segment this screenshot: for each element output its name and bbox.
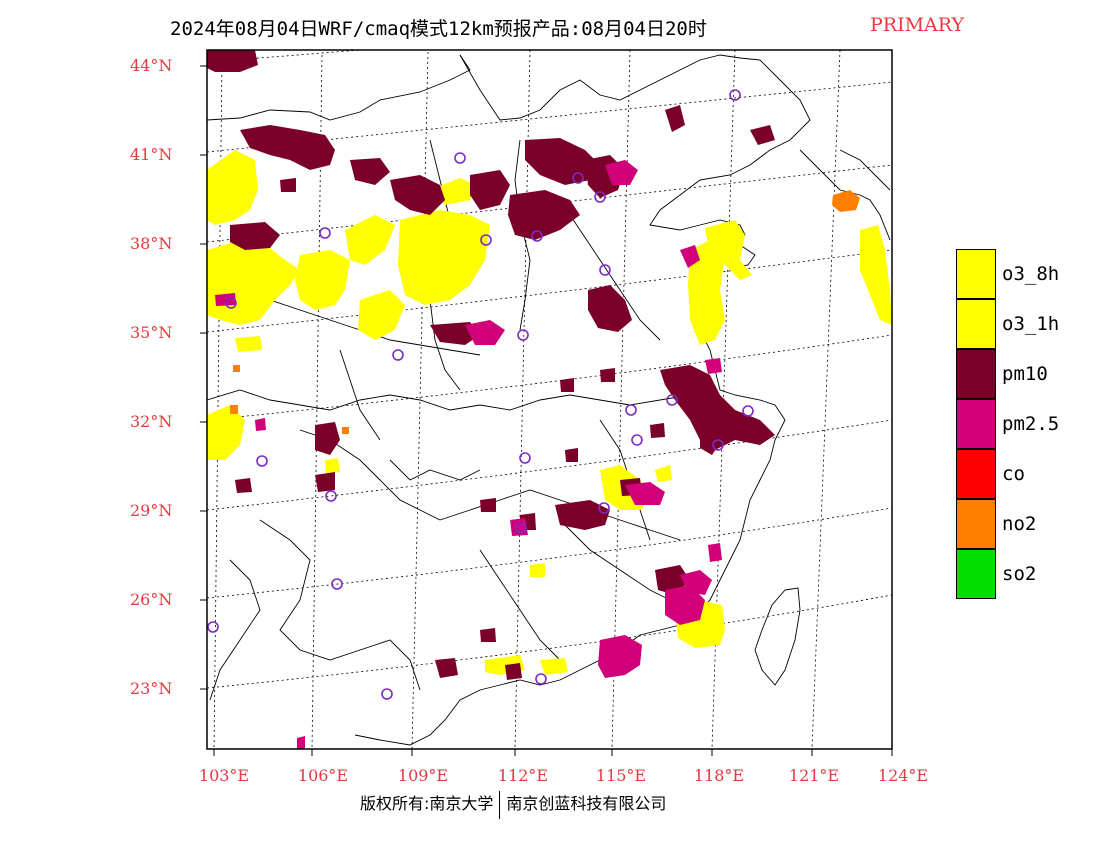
station-marker	[535, 673, 547, 685]
lat-label-35: 35°N	[130, 323, 173, 342]
station-marker	[712, 439, 724, 451]
station-marker	[325, 490, 337, 502]
lon-label-103: 103°E	[198, 766, 250, 785]
lat-label-32: 32°N	[130, 412, 173, 431]
station-marker	[331, 578, 343, 590]
legend-swatch	[956, 499, 996, 549]
station-marker	[480, 234, 492, 246]
station-marker	[666, 394, 678, 406]
lon-label-112: 112°E	[497, 766, 549, 785]
legend-label: o3_8h	[1002, 263, 1060, 285]
lon-label-124: 124°E	[877, 766, 929, 785]
legend-label: co	[1002, 463, 1025, 485]
legend-label: pm10	[1002, 363, 1048, 385]
lon-label-118: 118°E	[693, 766, 745, 785]
station-marker	[256, 455, 268, 467]
lat-label-29: 29°N	[130, 501, 173, 520]
legend-label: pm2.5	[1002, 413, 1060, 435]
station-marker	[599, 264, 611, 276]
legend-label: no2	[1002, 513, 1037, 535]
station-marker	[319, 227, 331, 239]
lat-label-23: 23°N	[130, 679, 173, 698]
station-marker	[572, 172, 584, 184]
station-marker	[594, 191, 606, 203]
legend-swatch	[956, 349, 996, 399]
station-marker	[392, 349, 404, 361]
lon-label-109: 109°E	[397, 766, 449, 785]
station-marker	[531, 230, 543, 242]
station-marker	[515, 522, 527, 534]
legend-swatch	[956, 449, 996, 499]
map-frame	[206, 49, 893, 750]
lon-label-106: 106°E	[297, 766, 349, 785]
lat-label-41: 41°N	[130, 145, 173, 164]
station-marker	[207, 621, 219, 633]
legend-swatch	[956, 549, 996, 599]
copyright-separator	[499, 790, 501, 819]
station-markers	[207, 89, 754, 700]
station-marker	[598, 502, 610, 514]
no2-areas	[230, 190, 860, 434]
lat-label-38: 38°N	[130, 234, 173, 253]
legend-swatch	[956, 249, 996, 299]
lon-label-121: 121°E	[788, 766, 840, 785]
legend-label: so2	[1002, 563, 1037, 585]
map-content	[207, 50, 892, 749]
copyright-company: 南京创蓝科技有限公司	[506, 794, 667, 813]
lat-label-44: 44°N	[130, 56, 173, 75]
lon-label-115: 115°E	[595, 766, 647, 785]
station-marker	[631, 434, 643, 446]
o3-areas	[207, 150, 892, 675]
station-marker	[454, 152, 466, 164]
pm25-areas	[215, 160, 722, 749]
primary-tag: PRIMARY	[870, 14, 965, 36]
legend-swatch	[956, 299, 996, 349]
station-marker	[742, 405, 754, 417]
lat-label-26: 26°N	[130, 590, 173, 609]
station-marker	[381, 688, 393, 700]
graticule	[207, 50, 892, 749]
copyright: 版权所有:南京大学 南京创蓝科技有限公司	[360, 790, 666, 819]
copyright-owner: 版权所有:南京大学	[360, 794, 494, 813]
station-marker	[625, 404, 637, 416]
legend-swatch	[956, 399, 996, 449]
station-marker	[729, 89, 741, 101]
legend-label: o3_1h	[1002, 313, 1060, 335]
station-marker	[519, 452, 531, 464]
station-marker	[517, 329, 529, 341]
station-marker	[225, 297, 237, 309]
chart-title: 2024年08月04日WRF/cmaq模式12km预报产品:08月04日20时	[170, 18, 707, 40]
axis-ticks	[200, 65, 893, 756]
